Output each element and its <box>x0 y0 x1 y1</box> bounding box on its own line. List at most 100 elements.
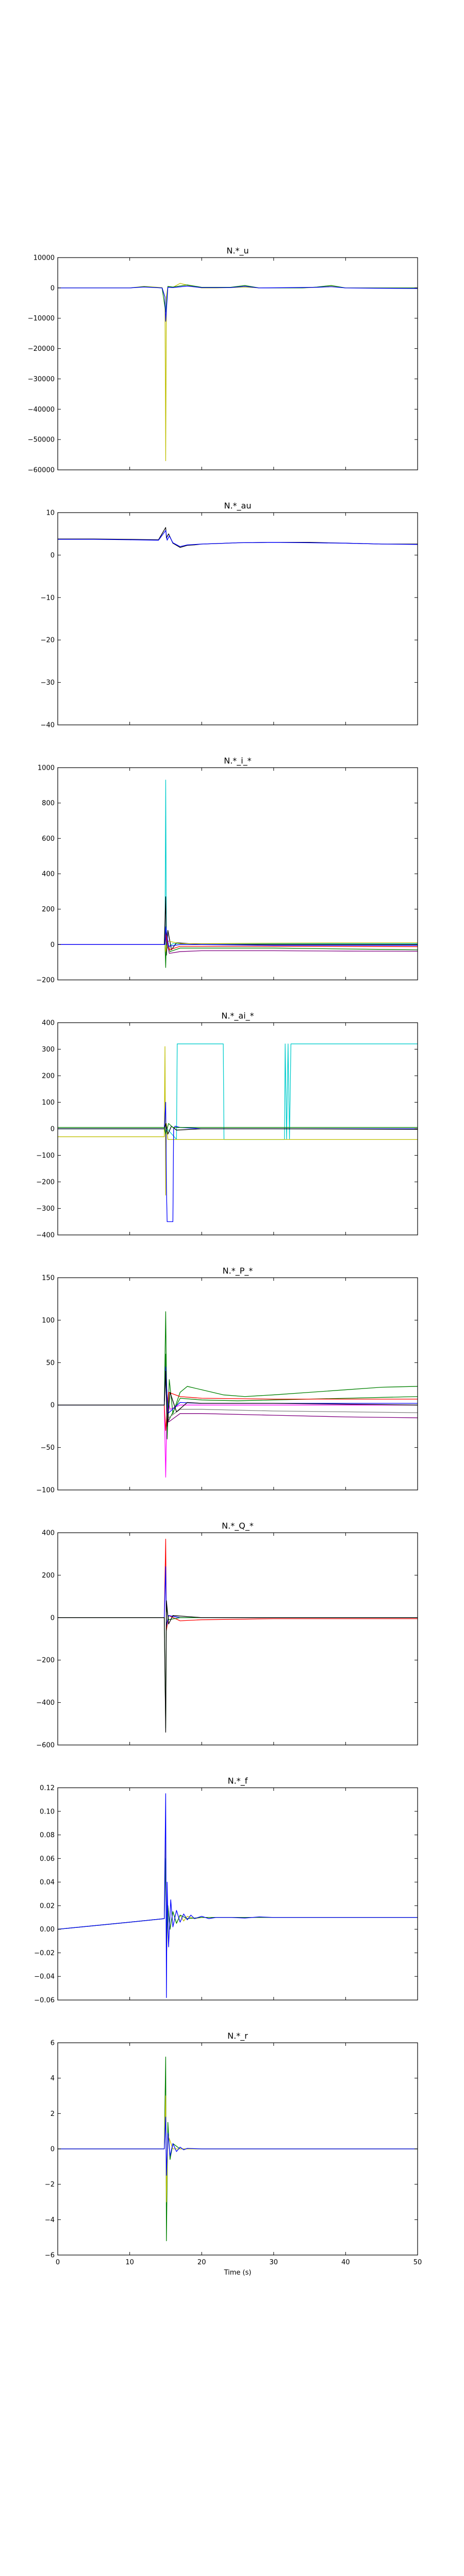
x-tick-label: 40 <box>341 2259 350 2266</box>
series-group <box>58 527 418 548</box>
y-tick-label: 0.04 <box>40 1879 55 1887</box>
series-line-2 <box>58 1858 418 1954</box>
y-tick-label: 400 <box>42 871 55 878</box>
series-line-7 <box>58 1366 418 1414</box>
y-tick-label: −0.06 <box>34 1997 55 2005</box>
panel-1: 10000 0 −10000 −20000 −30000 −40000 −50000 −600… <box>28 246 418 474</box>
panel-title: N.*_au <box>224 501 252 511</box>
panel-2: 10 0 −10 −20 −30 −40 N.*_au <box>41 501 418 730</box>
series-line-3 <box>58 1793 418 1998</box>
y-tick-label: 100 <box>42 1099 55 1107</box>
y-tick-label: −20000 <box>28 345 55 353</box>
y-tick-label: −0.02 <box>34 1950 55 1957</box>
plot-frame <box>57 1787 418 2001</box>
series-group <box>58 1538 418 1733</box>
series-line-5 <box>58 1123 418 1134</box>
y-tick-label: 0 <box>51 1126 55 1133</box>
y-tick-label: −4 <box>45 2216 55 2224</box>
y-tick-label: −6 <box>45 2252 55 2260</box>
series-line-3 <box>58 2116 418 2176</box>
y-tick-label: 0.12 <box>40 1785 55 1792</box>
panel-5: 150 100 50 0 −50 −100 N.*_P_* <box>36 1266 418 1495</box>
series-line-1 <box>58 1840 418 1965</box>
series-group <box>58 1043 418 1222</box>
y-tick-label: −200 <box>36 1179 55 1187</box>
y-tick-label: −10000 <box>28 315 55 323</box>
series-line-1 <box>58 779 418 948</box>
y-tick-label: −30000 <box>28 376 55 383</box>
series-line-4 <box>58 1600 418 1733</box>
y-tick-label: −100 <box>36 1152 55 1160</box>
series-line-1 <box>58 1538 418 1631</box>
series-group <box>58 2056 418 2242</box>
series-line-2 <box>58 1566 418 1626</box>
y-tick-label: 0 <box>51 284 55 292</box>
x-tick-label: 0 <box>56 2259 60 2266</box>
series-line-8 <box>58 1370 418 1427</box>
y-tick-label: 0 <box>51 941 55 949</box>
panel-title: N.*_P_* <box>223 1266 253 1276</box>
panel-6: 400 200 0 −200 −400 −600 N.*_Q_* <box>36 1521 418 1750</box>
plot-frame <box>57 1277 418 1490</box>
series-line-1 <box>58 283 418 461</box>
series-line-3 <box>58 1606 418 1728</box>
y-tick-label: −600 <box>36 1742 55 1750</box>
y-tick-label: 0 <box>51 1402 55 1410</box>
series-line-1 <box>58 1043 418 1140</box>
y-tick-label: 200 <box>42 1572 55 1580</box>
panel-title: N.*_f <box>228 1776 248 1786</box>
y-tick-label: 200 <box>42 906 55 913</box>
y-tick-label: −50000 <box>28 436 55 444</box>
y-tick-label: −100 <box>36 1487 55 1495</box>
series-line-4 <box>58 940 418 952</box>
y-tick-label: −50 <box>41 1444 55 1452</box>
y-tick-label: −200 <box>36 977 55 985</box>
series-line-3 <box>58 1101 418 1222</box>
y-tick-label: 0 <box>51 1614 55 1622</box>
y-tick-label: 0.06 <box>40 1855 55 1863</box>
y-tick-label: −60000 <box>28 467 55 474</box>
y-tick-label: 0 <box>51 2146 55 2154</box>
y-tick-label: −300 <box>36 1205 55 1213</box>
plot-frame <box>57 257 418 470</box>
x-axis-label: Time (s) <box>224 2269 252 2277</box>
series-line-3 <box>58 935 418 968</box>
y-tick-label: 0 <box>51 552 55 560</box>
panel-7: 0.12 0.10 0.08 0.06 0.04 0.02 0.00 −0.02 −0.04 −0… <box>34 1776 418 2005</box>
panel-3: 1000 800 600 400 200 0 −200 N.*_i_* <box>36 756 418 985</box>
series-line-2 <box>58 530 418 547</box>
series-line-2 <box>58 1311 418 1439</box>
panel-title: N.*_ai_* <box>221 1011 254 1021</box>
plot-frame <box>57 512 418 725</box>
y-tick-label: 0.00 <box>40 1926 55 1934</box>
panel-title: N.*_u <box>226 246 248 256</box>
y-tick-label: 400 <box>42 1530 55 1537</box>
x-tick-label: 30 <box>270 2259 278 2266</box>
y-tick-label: −10 <box>41 594 55 602</box>
series-line-5 <box>58 1370 418 1422</box>
y-tick-label: 400 <box>42 1020 55 1027</box>
y-tick-label: −20 <box>41 637 55 645</box>
series-line-4 <box>58 1392 418 1431</box>
series-group <box>58 1311 418 1478</box>
y-tick-label: −40000 <box>28 406 55 414</box>
series-line-4 <box>58 1123 418 1134</box>
y-tick-label: 10 <box>46 510 55 517</box>
x-tick-label: 50 <box>413 2259 422 2266</box>
y-tick-label: 0.10 <box>40 1808 55 1816</box>
y-tick-label: 600 <box>42 835 55 843</box>
y-tick-label: 100 <box>42 1317 55 1325</box>
series-line-1 <box>58 527 418 548</box>
series-line-3 <box>58 285 418 322</box>
x-tick-label: 20 <box>197 2259 206 2266</box>
y-tick-label: −40 <box>41 722 55 730</box>
panel-title: N.*_Q_* <box>222 1521 254 1531</box>
series-line-2 <box>58 1046 418 1196</box>
y-tick-label: 300 <box>42 1046 55 1054</box>
y-tick-label: −200 <box>36 1657 55 1665</box>
y-tick-label: −2 <box>45 2181 55 2189</box>
y-tick-label: 2 <box>51 2110 55 2118</box>
panel-4: 400 300 200 100 0 −100 −200 −300 −400 N.*_ai_* <box>36 1011 418 1240</box>
